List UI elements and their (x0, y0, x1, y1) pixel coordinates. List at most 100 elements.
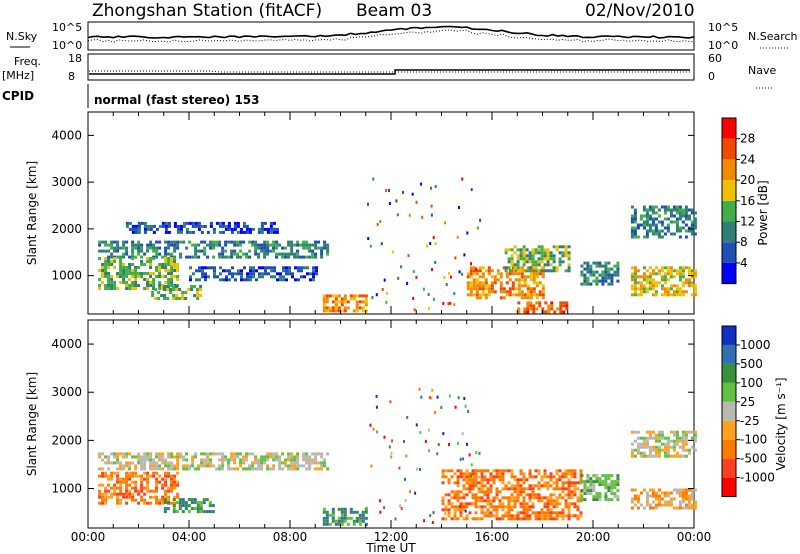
velocity-cell (567, 511, 571, 515)
power-cell (152, 249, 156, 253)
power-cell (687, 281, 691, 285)
power-cell (204, 275, 207, 279)
velocity-cell (486, 502, 490, 506)
power-cell (240, 272, 243, 276)
velocity-cell (660, 430, 664, 434)
power-cell (269, 221, 273, 225)
velocity-cell (233, 452, 237, 456)
power-cell (586, 279, 590, 283)
power-cell (176, 227, 180, 231)
velocity-cell (269, 452, 273, 456)
power-cell (248, 230, 252, 234)
velocity-cell (555, 478, 559, 482)
velocity-cell (645, 445, 649, 449)
velocity-cell (462, 508, 466, 512)
power-cell (487, 269, 491, 273)
velocity-cell (663, 445, 667, 449)
power-cell (496, 269, 500, 273)
velocity-cell (651, 454, 655, 458)
velocity-cell (317, 461, 321, 465)
power-cell (508, 293, 512, 297)
power-cell (231, 266, 234, 270)
velocity-cell (483, 514, 487, 518)
velocity-cell (453, 481, 457, 485)
velocity-cell (543, 517, 547, 521)
power-cell (681, 266, 685, 270)
power-cell (191, 224, 195, 228)
power-cell (188, 221, 192, 225)
power-cell (282, 278, 285, 282)
velocity-cell (690, 506, 694, 510)
power-cell (523, 293, 527, 297)
power-cell (651, 272, 655, 276)
power-cell (146, 227, 150, 231)
velocity-cell (236, 467, 240, 471)
power-cell (639, 214, 643, 218)
power-cell (580, 264, 584, 268)
velocity-cell (116, 455, 120, 459)
power-cell (184, 297, 188, 300)
velocity-cell (681, 497, 685, 501)
velocity-cell (660, 491, 664, 495)
power-cell (227, 221, 231, 225)
power-cell (535, 296, 539, 300)
power-cell (252, 272, 255, 276)
velocity-cell (447, 502, 451, 506)
power-cell (531, 251, 535, 255)
velocity-cell (636, 430, 640, 434)
velocity-cell (516, 499, 520, 503)
velocity-cell (453, 508, 457, 512)
power-cell (230, 240, 234, 244)
velocity-cell (166, 507, 170, 511)
velocity-cell (498, 502, 502, 506)
velocity-colorbar-swatch (722, 382, 736, 402)
velocity-cell (486, 499, 490, 503)
velocity-cell (607, 489, 611, 493)
power-cell (510, 263, 514, 267)
power-cell (246, 275, 249, 279)
velocity-cell (540, 475, 544, 479)
velocity-cell (663, 494, 667, 498)
velocity-cell (501, 469, 505, 473)
velocity-cell (648, 488, 652, 492)
power-cell (197, 224, 201, 228)
power-cell (630, 275, 634, 279)
power-cell (523, 284, 527, 288)
velocity-cell (666, 445, 670, 449)
velocity-cell (564, 499, 568, 503)
power-cell (478, 269, 482, 273)
power-cell (645, 220, 649, 224)
velocity-cell (158, 474, 162, 478)
power-cell (678, 278, 682, 282)
velocity-cell (654, 497, 658, 501)
power-cell (263, 249, 267, 253)
power-cell (167, 272, 171, 275)
velocity-cell (504, 514, 508, 518)
power-cell (364, 297, 368, 301)
velocity-cell (184, 501, 188, 505)
velocity-cell (666, 439, 670, 443)
velocity-cell (489, 472, 493, 476)
velocity-cell (119, 489, 123, 493)
velocity-cell (155, 501, 159, 505)
velocity-cell (113, 483, 117, 487)
power-cell (490, 284, 494, 288)
velocity-cell (648, 454, 652, 458)
velocity-cell (477, 487, 481, 491)
power-cell (516, 260, 520, 264)
power-cell (648, 266, 652, 270)
power-cell (266, 230, 270, 234)
power-cell (481, 272, 485, 276)
power-cell (176, 269, 180, 272)
power-cell (104, 260, 108, 263)
power-cell (254, 252, 258, 256)
velocity-cell (431, 388, 434, 392)
velocity-cell (666, 448, 670, 452)
power-cell (224, 243, 228, 247)
power-cell (535, 284, 539, 288)
power-cell (104, 284, 108, 287)
power-cell (681, 284, 685, 288)
power-cell (107, 263, 111, 266)
velocity-cell (107, 458, 111, 462)
